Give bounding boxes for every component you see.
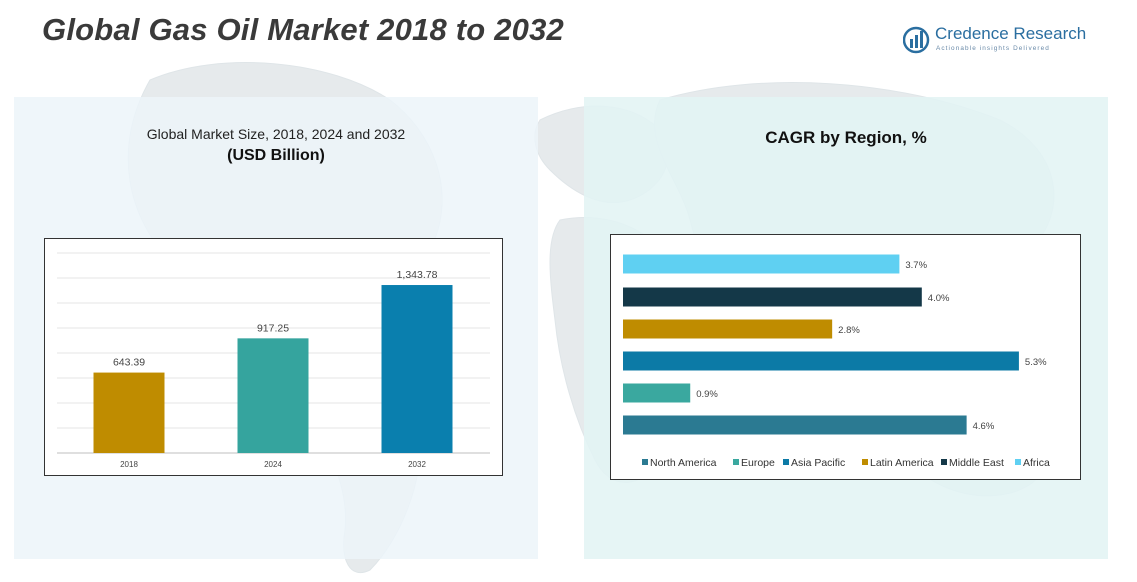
legend-label-europe: Europe <box>741 457 775 469</box>
data-label-europe: 0.9% <box>696 389 718 400</box>
legend-swatch-africa <box>1015 459 1021 465</box>
bar-2032 <box>381 285 453 453</box>
legend-swatch-asia-pacific <box>783 459 789 465</box>
market-size-subtitle: Global Market Size, 2018, 2024 and 2032 <box>146 126 406 142</box>
cagr-horizontal-bar-chart: 4.6% 0.9% 5.3% 2.8% 4.0% 3.7% North America Eur… <box>623 254 1050 469</box>
cagr-chart-frame: 4.6% 0.9% 5.3% 2.8% 4.0% 3.7% North America Eur… <box>610 234 1081 480</box>
data-label-asia-pacific: 5.3% <box>1025 357 1047 368</box>
legend-label-north-america: North America <box>650 457 717 469</box>
data-label-2032: 1,343.78 <box>397 269 438 281</box>
bar-africa <box>623 254 900 274</box>
page-title: Global Gas Oil Market 2018 to 2032 <box>42 12 564 47</box>
legend-swatch-north-america <box>642 459 648 465</box>
bar-2024 <box>237 338 309 453</box>
cagr-title: CAGR by Region, % <box>765 128 927 147</box>
legend-swatch-middle-east <box>941 459 947 465</box>
market-size-bar-chart: 643.39 2018 917.25 2024 1,343.78 2032 <box>57 252 490 469</box>
x-tick-label-2024: 2024 <box>264 460 282 469</box>
bar-latin-america <box>623 319 833 339</box>
bar-europe <box>623 383 691 403</box>
brand-tagline: Actionable insights Delivered <box>936 45 1050 52</box>
bar-middle-east <box>623 287 922 307</box>
x-tick-label-2032: 2032 <box>408 460 426 469</box>
legend-label-latin-america: Latin America <box>870 457 934 469</box>
legend-label-africa: Africa <box>1023 457 1050 469</box>
legend-label-asia-pacific: Asia Pacific <box>791 457 845 469</box>
data-label-2024: 917.25 <box>257 322 289 334</box>
bar-2018 <box>93 372 165 453</box>
legend-swatch-latin-america <box>862 459 868 465</box>
legend-label-middle-east: Middle East <box>949 457 1004 469</box>
market-size-unit: (USD Billion) <box>227 147 325 164</box>
legend-swatch-europe <box>733 459 739 465</box>
bar-north-america <box>623 415 967 435</box>
data-label-middle-east: 4.0% <box>928 293 950 304</box>
x-tick-label-2018: 2018 <box>120 460 138 469</box>
brand-logo[interactable]: Credence Research Actionable insights De… <box>903 22 1093 62</box>
bar-asia-pacific <box>623 351 1019 371</box>
data-label-2018: 643.39 <box>113 357 145 369</box>
data-label-north-america: 4.6% <box>973 421 995 432</box>
data-label-latin-america: 2.8% <box>838 325 860 336</box>
data-label-africa: 3.7% <box>905 260 927 271</box>
market-size-chart-frame: 643.39 2018 917.25 2024 1,343.78 2032 <box>44 238 503 476</box>
bar-chart-logo-icon <box>903 26 930 54</box>
brand-name: Credence Research <box>935 24 1087 43</box>
